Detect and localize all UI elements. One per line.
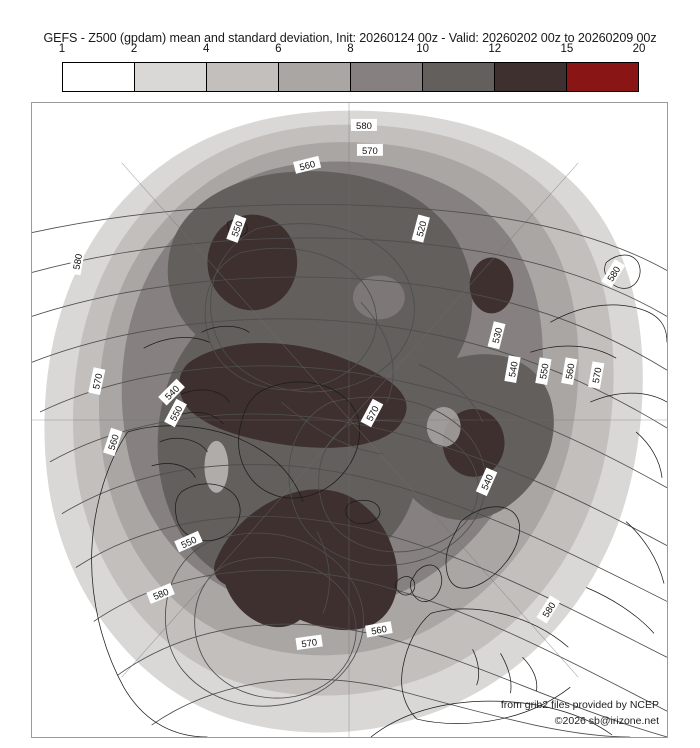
map-svg: 580 570 560 550 520 580 580 530 570 540 … [32, 103, 667, 737]
colorbar-tick-1: 2 [130, 43, 138, 55]
colorbar-tick-2: 4 [203, 43, 210, 55]
stddev-core-siberia [469, 257, 514, 314]
svg-text:570: 570 [301, 637, 318, 650]
colorbar-segment-1 [63, 63, 134, 91]
colorbar-tick-4: 8 [347, 43, 354, 55]
svg-text:560: 560 [298, 159, 316, 173]
svg-text:580: 580 [72, 253, 86, 270]
colorbar-tick-7: 15 [560, 43, 574, 55]
colorbar-tick-3: 6 [275, 43, 282, 55]
colorbar-segment-7 [494, 63, 566, 91]
colorbar-segment-4 [278, 63, 350, 91]
colorbar-segment-2 [134, 63, 206, 91]
colorbar-tick-0: 1 [58, 43, 66, 55]
page-title: GEFS - Z500 (gpdam) mean and standard de… [43, 31, 657, 45]
stddev-band-12-a [179, 342, 407, 448]
svg-text:550: 550 [538, 363, 552, 380]
svg-text:580: 580 [356, 121, 372, 132]
colorbar-segment-3 [206, 63, 278, 91]
coastlines [91, 219, 667, 737]
colorbar-tick-labels: 1 2 4 6 8 10 12 15 20 [58, 43, 646, 59]
svg-text:540: 540 [507, 361, 521, 378]
colorbar-segment-8 [566, 63, 638, 91]
meridians [32, 103, 667, 737]
svg-text:570: 570 [91, 373, 105, 391]
svg-text:530: 530 [491, 327, 505, 345]
map-canvas: 580 570 560 550 520 580 580 530 570 540 … [31, 102, 668, 738]
svg-text:560: 560 [370, 624, 387, 638]
geopotential-contours [32, 204, 667, 737]
copyright-note: ©2026 sb@irizone.net [554, 715, 659, 727]
colorbar-strip [62, 62, 639, 92]
colorbar: 1 2 4 6 8 10 12 15 20 [59, 43, 645, 92]
colorbar-tick-8: 20 [632, 43, 646, 55]
svg-text:560: 560 [106, 433, 121, 451]
stddev-low-pocket-a [426, 407, 461, 447]
svg-text:550: 550 [230, 220, 246, 239]
data-source-note: from grib2 files provided by NCEP [500, 699, 659, 711]
colorbar-tick-5: 10 [416, 43, 430, 55]
colorbar-segment-6 [422, 63, 494, 91]
svg-text:580: 580 [152, 587, 171, 603]
colorbar-segment-5 [350, 63, 422, 91]
stddev-core-atlantic [222, 531, 313, 628]
colorbar-tick-6: 12 [488, 43, 502, 55]
svg-text:520: 520 [415, 220, 430, 238]
svg-text:570: 570 [362, 146, 378, 157]
stddev-low-pocket-c [204, 440, 229, 493]
svg-text:570: 570 [591, 367, 605, 384]
svg-text:560: 560 [564, 363, 578, 380]
